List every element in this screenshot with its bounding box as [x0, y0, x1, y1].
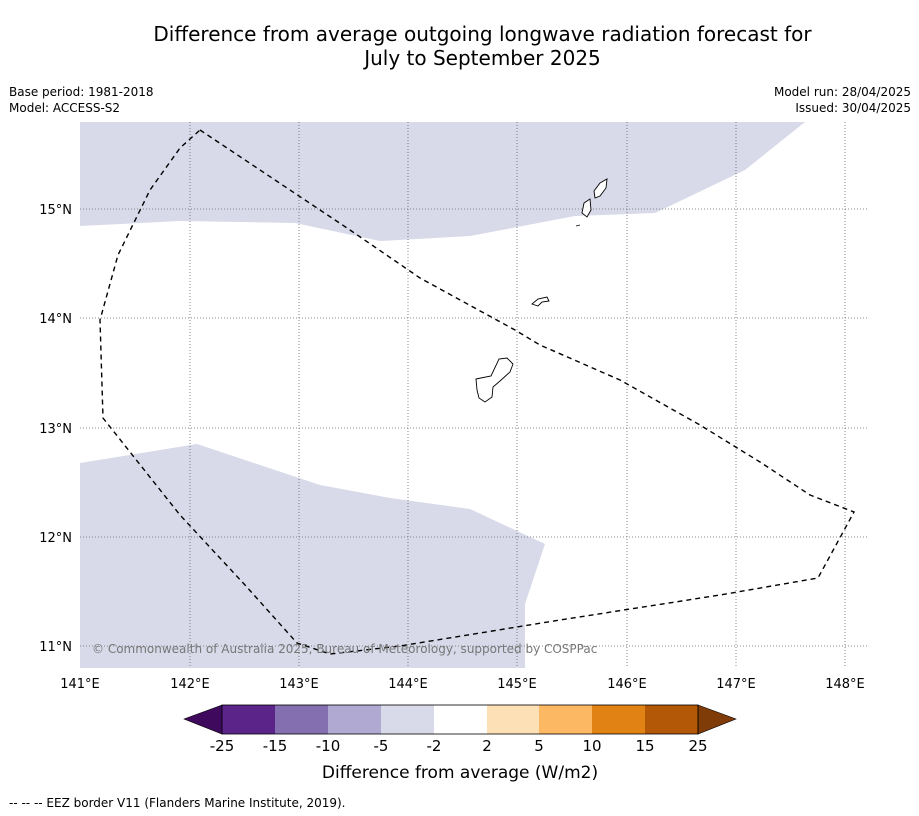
colorbar-tick-label: 25: [688, 737, 707, 755]
colorbar-segment: [328, 705, 381, 734]
colorbar-tick-label: 15: [635, 737, 654, 755]
lon-tick-label: 143°E: [279, 677, 319, 692]
lon-tick-labels: 141°E 142°E 143°E 144°E 145°E 146°E 147°…: [60, 677, 865, 692]
lon-tick-label: 142°E: [170, 677, 210, 692]
island-rota: [531, 296, 550, 307]
colorbar-tick-label: -10: [316, 737, 341, 755]
title-line-1: Difference from average outgoing longwav…: [153, 22, 812, 46]
lat-tick-labels: 15°N 14°N 13°N 12°N 11°N: [39, 203, 72, 655]
base-period: Base period: 1981-2018: [9, 85, 154, 99]
olr-anomaly-region-south: [80, 444, 545, 668]
colorbar-tick-label: 2: [482, 737, 492, 755]
colorbar-tick-label: -25: [210, 737, 235, 755]
colorbar: -25 -15 -10 -5 -2 2 5 10 15 25 Differenc…: [183, 704, 737, 783]
copyright-text: © Commonwealth of Australia 2025, Bureau…: [92, 642, 597, 656]
island-saipan: [593, 178, 608, 199]
colorbar-tick-label: 5: [534, 737, 544, 755]
map-area: [80, 122, 868, 668]
colorbar-segment: [222, 705, 275, 734]
lat-tick-label: 13°N: [39, 422, 72, 437]
lon-tick-label: 148°E: [825, 677, 865, 692]
colorbar-segment: [434, 705, 487, 734]
colorbar-segment: [487, 705, 539, 734]
lat-tick-label: 15°N: [39, 203, 72, 218]
colorbar-max-arrow: [697, 704, 737, 735]
lat-tick-label: 12°N: [39, 531, 72, 546]
colorbar-segment: [592, 705, 645, 734]
eez-footnote: -- -- -- EEZ border V11 (Flanders Marine…: [9, 796, 346, 810]
colorbar-segment: [275, 705, 328, 734]
colorbar-segment: [381, 705, 434, 734]
lat-tick-label: 14°N: [39, 312, 72, 327]
colorbar-tick-label: -5: [374, 737, 389, 755]
island-guam: [475, 357, 514, 403]
lat-tick-label: 11°N: [39, 640, 72, 655]
lon-tick-label: 144°E: [388, 677, 428, 692]
lon-tick-label: 141°E: [60, 677, 100, 692]
lon-tick-label: 146°E: [607, 677, 647, 692]
islands: [475, 178, 608, 403]
title-line-2: July to September 2025: [364, 46, 601, 70]
colorbar-tick-label: -15: [263, 737, 288, 755]
island-aguijan: [575, 224, 581, 227]
eez-border: [99, 129, 855, 655]
colorbar-segment: [539, 705, 592, 734]
island-tinian: [581, 198, 592, 218]
lon-tick-label: 147°E: [716, 677, 756, 692]
colorbar-outline: [221, 704, 699, 735]
graticule: [80, 122, 868, 668]
meta-right: Model run: 28/04/2025 Issued: 30/04/2025: [774, 84, 911, 116]
olr-anomaly-region-north: [80, 122, 805, 241]
model-run: Model run: 28/04/2025: [773, 85, 911, 99]
colorbar-min-arrow: [183, 704, 223, 735]
lon-tick-label: 145°E: [497, 677, 537, 692]
issued-date: Issued: 30/04/2025: [795, 101, 911, 115]
model-name: Model: ACCESS-S2: [9, 101, 121, 115]
colorbar-label: Difference from average (W/m2): [322, 763, 598, 783]
colorbar-tick-label: -2: [427, 737, 442, 755]
meta-left: Base period: 1981-2018 Model: ACCESS-S2: [9, 84, 154, 116]
colorbar-segment: [645, 705, 698, 734]
colorbar-tick-label: 10: [582, 737, 601, 755]
chart-title: Difference from average outgoing longwav…: [40, 22, 919, 70]
